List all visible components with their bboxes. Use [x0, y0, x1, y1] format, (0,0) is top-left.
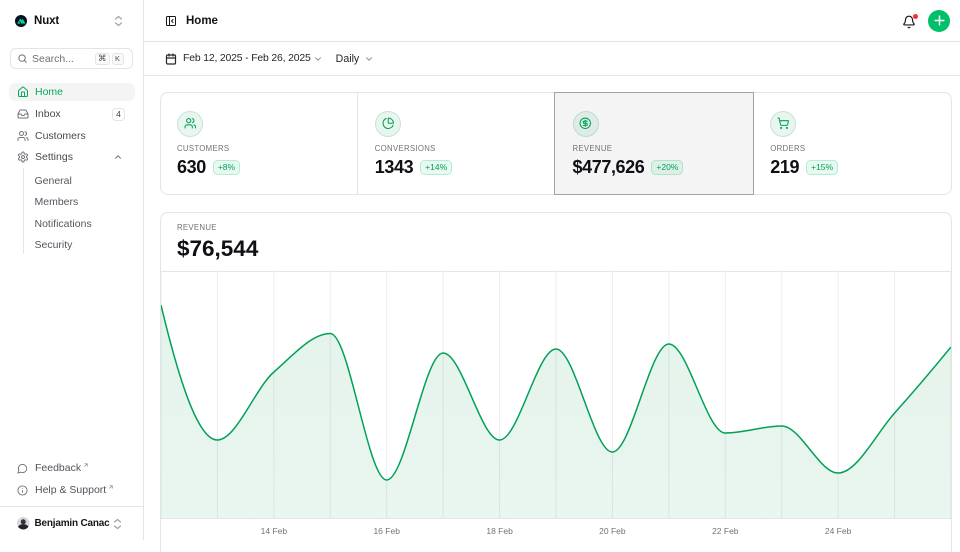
- svg-text:20 Feb: 20 Feb: [599, 526, 626, 536]
- svg-text:18 Feb: 18 Feb: [486, 526, 513, 536]
- svg-text:16 Feb: 16 Feb: [373, 526, 400, 536]
- svg-text:14 Feb: 14 Feb: [261, 526, 288, 536]
- svg-text:24 Feb: 24 Feb: [825, 526, 852, 536]
- svg-text:22 Feb: 22 Feb: [712, 526, 739, 536]
